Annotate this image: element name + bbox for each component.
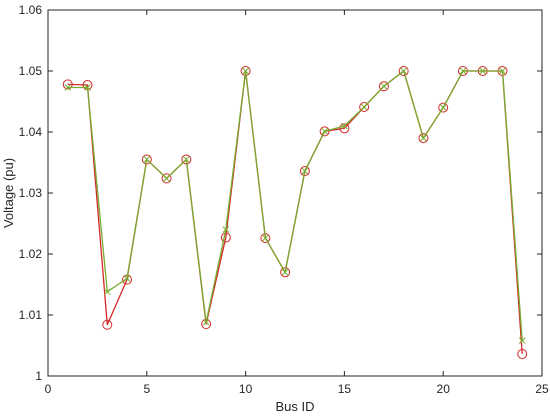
x-marker (420, 134, 427, 142)
circle-marker (517, 349, 528, 360)
axis-ticks: 0 5 10 15 20 25 1 1.01 1.02 1.03 1.04 1.05 1.06 (19, 3, 549, 396)
x-tick-label: 15 (338, 382, 352, 396)
x-marker (439, 104, 447, 111)
x-marker (242, 67, 249, 75)
x-marker (380, 82, 388, 90)
x-tick-label: 5 (143, 382, 150, 396)
y-tick-label: 1.01 (19, 308, 43, 322)
x-marker (321, 128, 328, 135)
x-marker (202, 318, 210, 326)
series-2 (64, 67, 526, 344)
circle-marker (378, 81, 389, 92)
y-tick-label: 1.03 (19, 186, 43, 200)
circle-marker (319, 126, 330, 137)
x-marker (301, 167, 309, 175)
x-marker (400, 67, 408, 75)
x-marker (281, 268, 289, 276)
y-tick-label: 1.06 (19, 3, 43, 17)
x-marker (222, 226, 230, 233)
circle-marker (359, 101, 370, 112)
circle-marker (438, 102, 449, 113)
y-tick-label: 1.02 (19, 247, 43, 261)
x-marker (163, 175, 170, 182)
x-marker (143, 156, 151, 163)
circle-marker (299, 166, 310, 177)
circle-marker (339, 123, 350, 134)
circle-marker (141, 154, 152, 165)
y-tick-label: 1.04 (19, 125, 43, 139)
circle-marker (102, 319, 113, 330)
x-marker (518, 337, 526, 344)
circle-marker (280, 267, 291, 278)
x-marker (459, 67, 467, 75)
x-tick-label: 0 (45, 382, 52, 396)
x-axis-label: Bus ID (275, 399, 314, 414)
x-marker (360, 103, 368, 111)
series-layer (62, 66, 528, 360)
circle-marker (62, 79, 73, 90)
x-tick-label: 25 (535, 382, 549, 396)
circle-marker (161, 173, 172, 184)
x-marker (262, 234, 269, 242)
x-marker (84, 84, 91, 91)
x-tick-label: 10 (239, 382, 253, 396)
y-tick-label: 1 (35, 369, 42, 383)
plot-area (47, 9, 543, 377)
x-marker (341, 122, 348, 130)
x-marker (479, 67, 487, 75)
y-axis-label: Voltage (pu) (1, 158, 16, 228)
series-2-line (67, 69, 523, 341)
x-marker (499, 67, 506, 75)
x-marker (123, 275, 131, 282)
circle-marker (220, 232, 231, 243)
x-marker (182, 156, 190, 163)
x-marker (64, 84, 72, 91)
x-tick-label: 20 (437, 382, 451, 396)
circle-marker (418, 133, 429, 144)
circle-marker (398, 66, 409, 76)
x-marker (103, 288, 111, 296)
y-tick-label: 1.05 (19, 64, 43, 78)
